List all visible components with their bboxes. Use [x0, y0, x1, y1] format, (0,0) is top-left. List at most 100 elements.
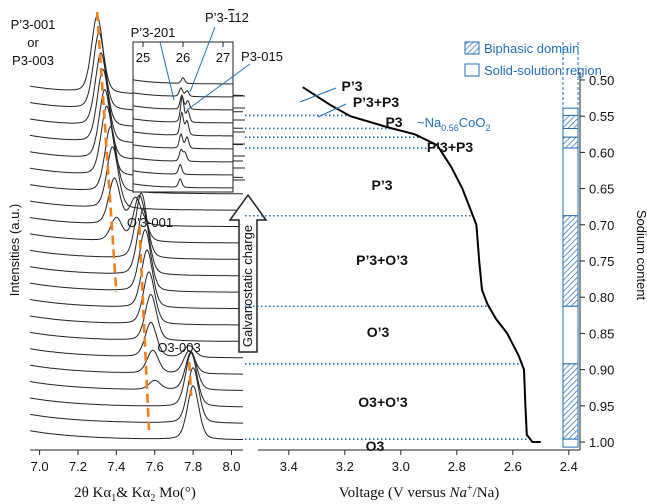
phase-domain [562, 114, 579, 129]
y-tick-label: 0.75 [589, 254, 614, 269]
x-axis-title: Voltage (V versus Na+/Na) [339, 483, 500, 501]
y-tick-label: 0.60 [589, 145, 614, 160]
x-tick-label: 8.0 [222, 459, 240, 474]
x-tick-label: 7.4 [107, 459, 125, 474]
pattern-curve [132, 87, 233, 98]
x-axis-title-part: 2 [150, 493, 155, 504]
trend-guide [187, 361, 193, 397]
y-tick-label: 0.55 [589, 109, 614, 124]
phase-domain [562, 107, 579, 116]
y-tick-label: 0.85 [589, 326, 614, 341]
x-axis-title-part: 2θ Kα [74, 485, 111, 501]
pattern-curve [29, 249, 243, 309]
phase-domain [562, 438, 579, 448]
charge-arrow [228, 193, 268, 353]
y-tick-label: 0.90 [589, 363, 614, 378]
x-tick-label: 2.6 [504, 459, 522, 474]
x-axis-title: 2θ Kα1& Kα2 Mo(°) [74, 485, 196, 504]
phase-label: O3 [366, 438, 385, 454]
pattern-curve [29, 367, 243, 424]
formula: ~Na0.56CoO2 [417, 115, 491, 133]
peak-label-part: 12 [234, 10, 248, 25]
legend-swatch [464, 63, 480, 77]
x-axis-title-part: + [467, 483, 473, 494]
x-tick-label: 25 [136, 50, 150, 65]
pattern-curve [29, 385, 243, 440]
x-tick-label: 2.8 [448, 459, 466, 474]
phase-domain [562, 305, 579, 365]
pattern-curve [132, 178, 233, 189]
x-tick-label: 7.6 [146, 459, 164, 474]
leader [317, 103, 347, 118]
x-axis-title-part: Na [448, 485, 467, 501]
x-axis-title-part: & Kα [116, 485, 150, 501]
voltage-curve [302, 86, 541, 443]
pattern-curve [132, 133, 233, 150]
pattern-curve [133, 95, 233, 124]
peak-label: P3-003 [12, 53, 54, 68]
x-tick-label: 3.4 [280, 459, 298, 474]
y-tick-label: 0.65 [589, 182, 614, 197]
pattern-curve [29, 349, 243, 375]
x-tick-label: 7.8 [184, 459, 202, 474]
x-tick-label: 3.0 [392, 459, 410, 474]
y-tick-label: 0.80 [589, 290, 614, 305]
phase-label: P’3+P3 [427, 139, 474, 155]
x-tick-label: 7.0 [31, 459, 49, 474]
y-tick-label: 0.50 [589, 73, 614, 88]
phase-label: P’3+O’3 [356, 252, 408, 268]
peak-label: O’3-001 [127, 215, 173, 230]
peak-label: O3-003 [157, 340, 200, 355]
pattern-curve [29, 351, 243, 391]
pattern-curve [133, 111, 233, 137]
phase-domain [562, 363, 579, 440]
x-axis-title-part: Voltage (V versus [339, 485, 450, 501]
leader [189, 26, 216, 93]
peak-label-part: 1 [228, 10, 235, 25]
pattern-curve [132, 77, 233, 85]
pattern-curve [132, 164, 233, 176]
peak-label: P3-015 [241, 49, 283, 64]
phase-domain [562, 127, 579, 138]
pattern-curve [29, 208, 243, 277]
pattern-curve [29, 321, 243, 359]
y-axis-title: Sodium content [634, 210, 647, 301]
formula-part: CoO [459, 115, 486, 130]
pattern-curve [29, 229, 243, 293]
x-tick-label: 3.2 [336, 459, 354, 474]
peak-label-part: P’3- [205, 10, 228, 25]
x-tick-label: 7.2 [69, 459, 87, 474]
legend-swatch [464, 41, 480, 55]
formula-part: 2 [485, 123, 490, 133]
arrow-label: Galvanostatic charge [240, 225, 255, 347]
y-tick-label: 0.95 [589, 399, 614, 414]
pattern-curve [29, 294, 243, 342]
pattern-curve [29, 271, 244, 326]
x-tick-label: 26 [176, 50, 190, 65]
phase-label: P’3+P3 [353, 94, 400, 110]
pattern-curve [29, 192, 243, 260]
phase-domain [562, 215, 579, 307]
pattern-curve [29, 146, 243, 211]
pattern-curve [29, 177, 243, 228]
peak-label: P’3-201 [131, 25, 176, 40]
trend-guide [138, 225, 151, 431]
phase-label: P3 [385, 114, 402, 130]
phase-label: O’3 [367, 324, 390, 340]
phase-label: P’3 [371, 177, 392, 193]
phase-label: O3+O’3 [358, 394, 408, 410]
pattern-curve [29, 352, 243, 408]
peak-label: or [27, 35, 39, 50]
peak-label: P’3-112 [205, 10, 249, 25]
x-axis-title-part: 1 [111, 493, 116, 504]
x-axis-title-part: /Na) [473, 485, 500, 501]
x-tick-label: 2.4 [560, 459, 578, 474]
x-axis-title-part: Mo(°) [155, 485, 196, 501]
leader [159, 41, 175, 101]
y-axis-title: Intensities (a.u.) [7, 204, 22, 297]
formula-part: ~Na [417, 115, 442, 130]
x-tick-label: 27 [216, 50, 230, 65]
leader [186, 63, 251, 111]
phase-label: P’3 [341, 78, 362, 94]
